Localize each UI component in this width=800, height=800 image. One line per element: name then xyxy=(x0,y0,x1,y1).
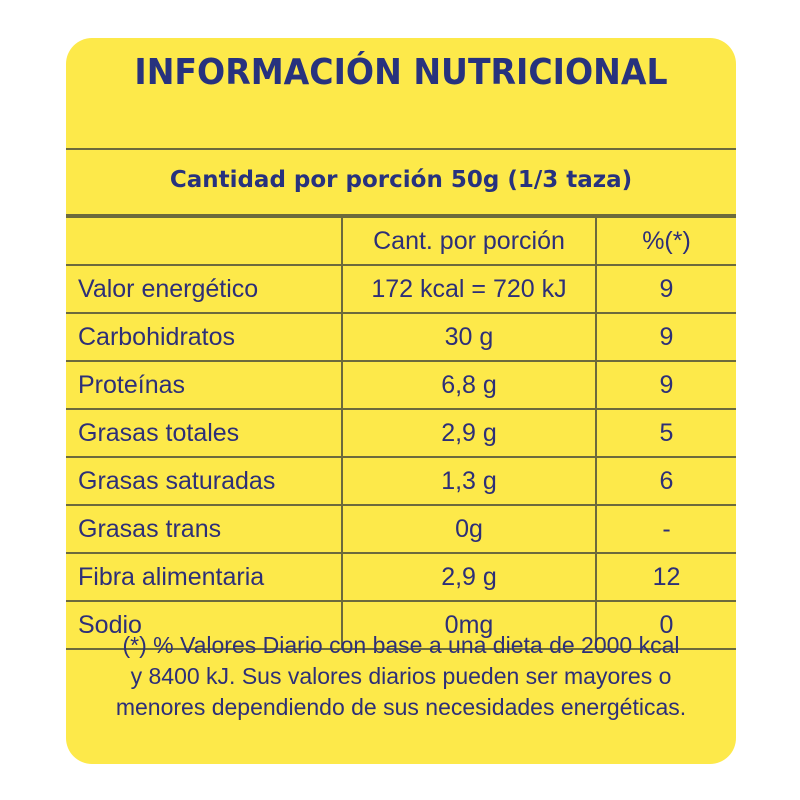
nutrient-percent: 6 xyxy=(595,456,736,506)
table-row: Proteínas 6,8 g 9 xyxy=(66,360,736,410)
nutrient-percent: 9 xyxy=(595,264,736,314)
footnote-line: y 8400 kJ. Sus valores diarios pueden se… xyxy=(130,663,672,689)
nutrient-name: Proteínas xyxy=(66,360,343,410)
nutrient-name: Valor energético xyxy=(66,264,343,314)
nutrient-percent: 5 xyxy=(595,408,736,458)
serving-size: Cantidad por porción 50g (1/3 taza) xyxy=(66,150,736,216)
nutrient-percent: 12 xyxy=(595,552,736,602)
nutrient-quantity: 2,9 g xyxy=(341,408,597,458)
nutrition-label: INFORMACIÓN NUTRICIONAL Cantidad por por… xyxy=(66,38,736,764)
nutrition-table: Cant. por porción %(*) Valor energético … xyxy=(66,216,736,650)
column-header-percent: %(*) xyxy=(595,216,736,266)
nutrient-quantity: 0mg xyxy=(341,600,597,650)
footnote-line: (*) % Valores Diario con base a una diet… xyxy=(122,632,680,658)
nutrient-percent: 0 xyxy=(595,600,736,650)
nutrient-quantity: 1,3 g xyxy=(341,456,597,506)
table-header-row: Cant. por porción %(*) xyxy=(66,216,736,266)
nutrient-name: Carbohidratos xyxy=(66,312,343,362)
table-row: Grasas totales 2,9 g 5 xyxy=(66,408,736,458)
nutrient-name: Grasas trans xyxy=(66,504,343,554)
table-row: Carbohidratos 30 g 9 xyxy=(66,312,736,362)
nutrient-name: Sodio xyxy=(66,600,343,650)
nutrition-facts-box: Cantidad por porción 50g (1/3 taza) Cant… xyxy=(66,148,736,650)
table-row: Sodio 0mg 0 xyxy=(66,600,736,650)
nutrient-percent: 9 xyxy=(595,360,736,410)
table-row: Grasas trans 0g - xyxy=(66,504,736,554)
footnote-line: menores dependiendo de sus necesidades e… xyxy=(115,694,687,720)
nutrient-percent: - xyxy=(595,504,736,554)
nutrient-quantity: 6,8 g xyxy=(341,360,597,410)
nutrient-quantity: 0g xyxy=(341,504,597,554)
nutrient-name: Fibra alimentaria xyxy=(66,552,343,602)
daily-value-footnote: (*) % Valores Diario con base a una diet… xyxy=(66,630,736,723)
column-header-nutrient xyxy=(66,216,343,266)
table-row: Grasas saturadas 1,3 g 6 xyxy=(66,456,736,506)
nutrient-quantity: 30 g xyxy=(341,312,597,362)
nutrient-percent: 9 xyxy=(595,312,736,362)
table-row: Valor energético 172 kcal = 720 kJ 9 xyxy=(66,264,736,314)
nutrient-quantity: 2,9 g xyxy=(341,552,597,602)
table-row: Fibra alimentaria 2,9 g 12 xyxy=(66,552,736,602)
nutrient-name: Grasas totales xyxy=(66,408,343,458)
label-title: INFORMACIÓN NUTRICIONAL xyxy=(134,52,668,93)
column-header-quantity: Cant. por porción xyxy=(341,216,597,266)
nutrient-name: Grasas saturadas xyxy=(66,456,343,506)
nutrient-quantity: 172 kcal = 720 kJ xyxy=(341,264,597,314)
